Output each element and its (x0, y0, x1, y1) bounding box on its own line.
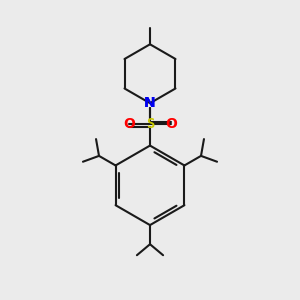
Text: N: N (144, 96, 156, 110)
Text: N: N (144, 96, 156, 110)
Text: O: O (165, 117, 177, 131)
Text: O: O (123, 117, 135, 131)
Text: S: S (146, 117, 154, 131)
